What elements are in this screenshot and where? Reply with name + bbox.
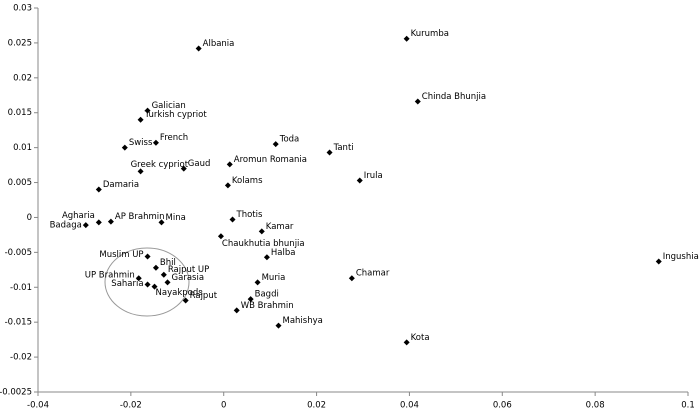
point-label: Irula xyxy=(364,171,383,181)
point-label: Toda xyxy=(279,135,300,145)
y-tick-label: 0.015 xyxy=(8,108,32,118)
point-label: Thotis xyxy=(236,210,263,220)
point-label: Garasia xyxy=(172,273,205,283)
point-label: Greek cypriot xyxy=(131,160,189,170)
point xyxy=(226,161,233,168)
point-label: Muria xyxy=(262,273,286,283)
x-tick-label: 0.1 xyxy=(681,401,695,411)
point-label: Turkish cypriot xyxy=(144,110,208,120)
point-label: Mahishya xyxy=(283,316,323,326)
point-label: Muslim UP xyxy=(99,250,143,260)
point xyxy=(272,141,279,148)
point xyxy=(263,254,270,261)
point xyxy=(254,279,261,286)
point xyxy=(326,149,333,156)
point xyxy=(164,279,171,286)
point-label: Kota xyxy=(411,333,430,343)
point xyxy=(152,139,159,146)
point xyxy=(95,219,102,226)
point-label: Agharia xyxy=(62,211,95,221)
y-tick-label: 0.03 xyxy=(13,4,32,14)
point xyxy=(195,45,202,52)
y-tick-label: -0.01 xyxy=(10,283,32,293)
point-label: Aromun Romania xyxy=(234,155,307,165)
y-tick-label: 0.02 xyxy=(13,73,32,83)
point-label: Swiss xyxy=(129,138,153,148)
point xyxy=(217,233,224,240)
point xyxy=(275,322,282,329)
point xyxy=(137,168,144,175)
x-tick-label: -0.04 xyxy=(27,401,49,411)
point-label: Kolams xyxy=(232,176,263,186)
cluster-ellipse xyxy=(104,247,190,317)
point-label: French xyxy=(160,133,188,143)
point-label: Rajput UP xyxy=(168,265,209,275)
point xyxy=(182,297,189,304)
point-label: Kamar xyxy=(266,222,294,232)
y-tick-label: 0.005 xyxy=(8,178,32,188)
point-label: WB Brahmin xyxy=(241,301,294,311)
point xyxy=(180,165,187,172)
point xyxy=(403,35,410,42)
x-tick-label: -0.02 xyxy=(120,401,142,411)
point xyxy=(403,339,410,346)
point-label: Ingushia xyxy=(663,252,699,262)
point-label: Chaukhutia bhunjia xyxy=(222,239,305,249)
point-label: Badaga xyxy=(50,221,82,231)
point xyxy=(151,283,158,290)
point xyxy=(135,275,142,282)
x-tick-label: 0.02 xyxy=(307,401,326,411)
point-label: Gaud xyxy=(188,159,211,169)
point-label: Halba xyxy=(271,248,296,258)
y-tick-label: -0.02 xyxy=(10,353,32,363)
point-label: Nayakpods xyxy=(156,288,204,298)
point-label: Albania xyxy=(203,39,235,49)
point xyxy=(160,271,167,278)
point xyxy=(95,186,102,193)
point xyxy=(414,98,421,105)
x-tick-label: 0 xyxy=(221,401,226,411)
point xyxy=(107,218,114,225)
point-label: Bagdi xyxy=(255,290,279,300)
point-label: Damaria xyxy=(103,180,139,190)
point-label: Saharia xyxy=(111,279,143,289)
y-tick-label: -0.005 xyxy=(5,248,32,258)
point-label: Kurumba xyxy=(411,29,449,39)
point xyxy=(233,307,240,314)
y-tick-label: 0 xyxy=(27,213,32,223)
point xyxy=(144,253,151,260)
point-label: Bhil xyxy=(160,258,176,268)
x-tick-label: 0.04 xyxy=(400,401,419,411)
point-label: Mina xyxy=(166,213,186,223)
point xyxy=(224,182,231,189)
point xyxy=(229,216,236,223)
point xyxy=(144,107,151,114)
point xyxy=(258,228,265,235)
point xyxy=(356,177,363,184)
point xyxy=(247,296,254,303)
point-label: Chamar xyxy=(356,269,390,279)
y-tick-label: -0.0025 xyxy=(0,388,32,398)
point xyxy=(137,116,144,123)
point-label: AP Brahmin xyxy=(115,212,165,222)
point xyxy=(152,264,159,271)
x-tick-label: 0.08 xyxy=(586,401,605,411)
y-tick-label: 0.025 xyxy=(8,38,32,48)
point-label: Tanti xyxy=(333,143,354,153)
point-label: Galician xyxy=(152,101,186,111)
x-tick-label: 0.06 xyxy=(493,401,512,411)
point xyxy=(158,219,165,226)
y-tick-label: -0.015 xyxy=(5,318,32,328)
point xyxy=(348,275,355,282)
point-label: Chinda Bhunjia xyxy=(422,92,486,102)
point xyxy=(655,258,662,265)
point xyxy=(144,281,151,288)
point xyxy=(121,144,128,151)
y-tick-label: 0.01 xyxy=(13,143,32,153)
point-label: Rajput xyxy=(190,291,218,301)
point-label: UP Brahmin xyxy=(85,271,135,281)
point xyxy=(82,222,89,229)
